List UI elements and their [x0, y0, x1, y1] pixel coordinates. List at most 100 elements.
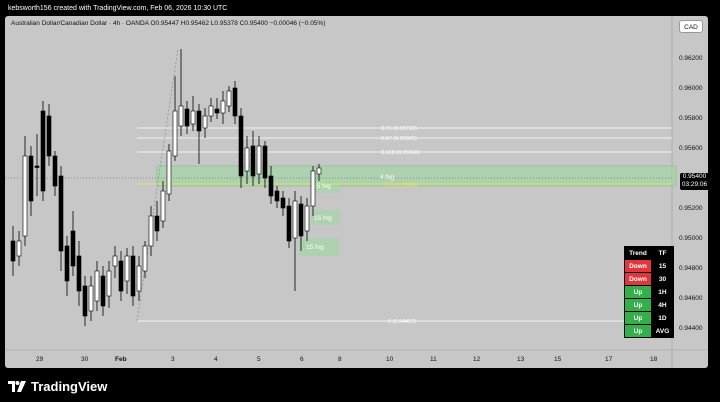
trend-cell: Down — [624, 259, 652, 273]
candle-body — [172, 110, 178, 157]
time-label: 12 — [473, 356, 481, 363]
candle-body — [154, 215, 160, 232]
fib-label-067: 0.67 (0.95665) — [381, 136, 417, 142]
candle-body — [52, 155, 58, 187]
price-label: 0.94800 — [679, 265, 703, 272]
candle-body — [16, 240, 22, 257]
trend-row: Down 30 — [624, 272, 675, 286]
chart-canvas[interactable]: 0.71 (0.95733) 0.67 (0.95665) 0.618 (0.9… — [5, 16, 708, 368]
fvg-zone-15-a[interactable] — [311, 178, 340, 193]
chart-frame[interactable]: 0.71 (0.95733) 0.67 (0.95665) 0.618 (0.9… — [5, 16, 708, 368]
candle-body — [298, 203, 304, 237]
time-label: 11 — [430, 356, 437, 363]
candle-body — [58, 175, 64, 252]
candlestick-series[interactable] — [10, 49, 322, 326]
time-label: 18 — [650, 356, 658, 363]
tf-cell: AVG — [650, 324, 675, 338]
trend-row: Up 1H — [624, 285, 675, 299]
fvg-zone-15-c[interactable] — [299, 238, 339, 256]
candle-body — [310, 170, 316, 207]
candle-body — [166, 150, 172, 195]
price-label: 0.94600 — [679, 295, 703, 302]
trend-cell: Up — [624, 311, 652, 325]
trend-cell: Up — [624, 324, 652, 338]
candle-body — [280, 197, 286, 209]
candle-body — [46, 115, 52, 157]
fvg-zone-4h[interactable] — [156, 165, 677, 187]
trend-header: Trend — [624, 246, 652, 260]
price-label: 0.95800 — [679, 115, 703, 122]
fvg-label-4h: 4 fvg — [380, 174, 394, 181]
fib-label-071: 0.71 (0.95733) — [381, 126, 417, 132]
candle-body — [112, 255, 118, 267]
tradingview-wordmark: TradingView — [31, 378, 108, 394]
trend-table: Trend TF Down 15 Down 30 Up 1H Up 4H Up … — [624, 246, 675, 338]
trend-row: Up 4H — [624, 298, 675, 312]
fvg-label-15-c: 15 fvg — [306, 244, 324, 251]
candle-body — [10, 240, 16, 262]
time-label: 17 — [605, 356, 613, 363]
candle-body — [232, 87, 238, 117]
time-label: 15 — [554, 356, 562, 363]
time-label: 3 — [171, 356, 175, 363]
trend-row: Up 1D — [624, 311, 675, 325]
tf-cell: 30 — [650, 272, 675, 286]
candle-body — [160, 190, 166, 222]
candle-body — [316, 167, 322, 175]
footer: TradingView — [0, 370, 720, 402]
tf-cell: 1D — [650, 311, 675, 325]
symbol-legend[interactable]: Australian Dollar/Canadian Dollar · 4h ·… — [11, 20, 326, 27]
candle-body — [70, 230, 76, 267]
candle-body — [250, 145, 256, 177]
time-label: Feb — [115, 356, 127, 363]
fib-trend-line[interactable] — [136, 48, 179, 322]
price-label: 0.96200 — [679, 55, 703, 62]
candle-body — [256, 145, 262, 175]
candle-body — [304, 205, 310, 232]
candle-body — [286, 205, 292, 242]
candle-body — [124, 255, 130, 282]
fib-label-0: 0 (0.94457) — [388, 319, 416, 325]
candle-body — [76, 255, 82, 292]
time-label: 8 — [338, 356, 342, 363]
candle-body — [28, 155, 34, 202]
bar-countdown: 03:29:06 — [681, 181, 708, 188]
candle-body — [148, 215, 154, 247]
fvg-zone-15-b[interactable] — [311, 210, 340, 225]
candle-body — [130, 255, 136, 297]
candle-body — [196, 110, 202, 132]
tf-cell: 4H — [650, 298, 675, 312]
candle-body — [118, 260, 124, 292]
candle-body — [190, 110, 196, 125]
tf-header: TF — [650, 246, 675, 260]
currency-button[interactable]: CAD — [679, 20, 703, 33]
tf-cell: 15 — [650, 259, 675, 273]
candle-body — [40, 110, 46, 192]
time-scale[interactable]: 29 30 Feb 3 4 5 6 8 10 11 12 13 15 17 18 — [36, 356, 658, 363]
price-label: 0.95600 — [679, 145, 703, 152]
candle-body — [184, 108, 190, 127]
candle-body — [214, 108, 220, 114]
trend-table-header: Trend TF — [624, 246, 675, 260]
candle-body — [94, 270, 100, 302]
candle-body — [88, 285, 94, 312]
candle-body — [208, 105, 214, 117]
candle-body — [34, 165, 40, 168]
time-label: 10 — [386, 356, 394, 363]
price-label: 0.95000 — [679, 235, 703, 242]
fib-label-05: 0.5 (0.95358) — [385, 183, 418, 189]
trend-cell: Down — [624, 272, 652, 286]
candle-body — [244, 147, 250, 172]
candle-body — [22, 155, 28, 237]
time-label: 30 — [81, 356, 89, 363]
price-scale[interactable]: 0.96200 0.96000 0.95800 0.95600 0.95200 … — [679, 55, 703, 332]
fvg-label-15-b: 15 fvg — [314, 215, 332, 222]
candle-body — [100, 275, 106, 307]
trend-cell: Up — [624, 285, 652, 299]
time-label: 29 — [36, 356, 44, 363]
tradingview-mark-icon — [8, 380, 26, 392]
candle-body — [262, 145, 268, 179]
time-label: 6 — [300, 356, 304, 363]
candle-body — [136, 265, 142, 292]
price-label: 0.94400 — [679, 325, 703, 332]
